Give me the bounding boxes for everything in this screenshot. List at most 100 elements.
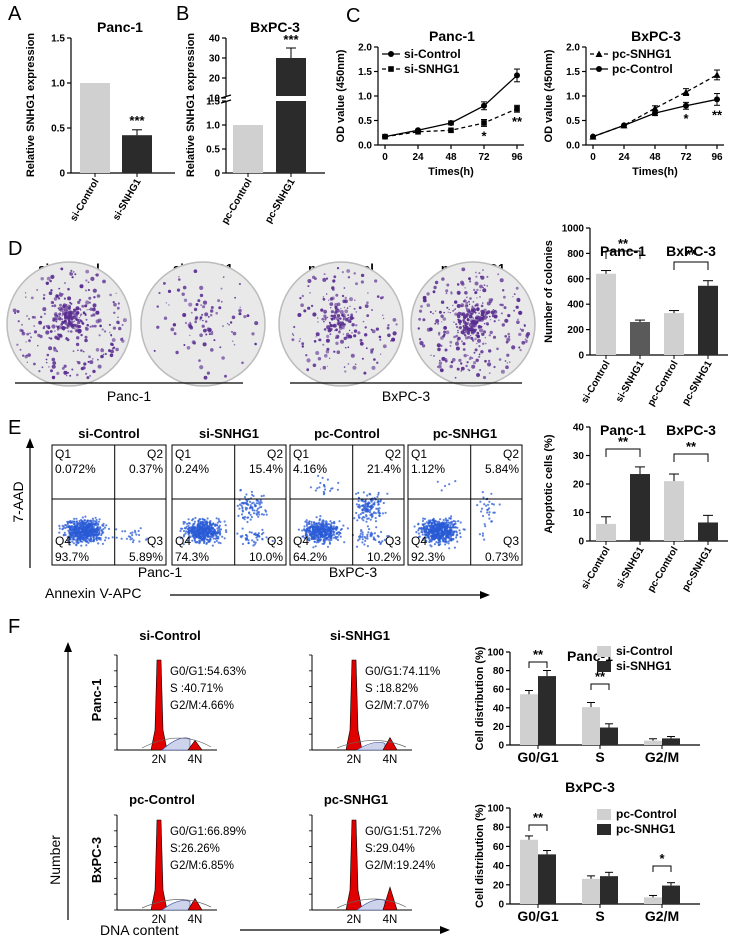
flow-event-dot (209, 520, 212, 523)
flow-event-dot (183, 521, 187, 524)
chart-d-significance-1-label: ** (686, 247, 697, 262)
colony-dot (445, 292, 448, 295)
flow-event-dot (238, 507, 241, 510)
flow-event-dot (138, 540, 141, 543)
colony-dot (193, 269, 198, 274)
flow-event-dot (217, 525, 220, 529)
flow-event-dot (198, 542, 201, 545)
colony-dot (345, 332, 350, 336)
flow-event-dot (303, 525, 306, 528)
colony-dot (88, 308, 90, 311)
flow-event-dot (265, 513, 268, 516)
chart-f2-legend-swatch (597, 824, 611, 835)
colony-dot (38, 370, 41, 373)
flow-event-dot (327, 526, 330, 530)
colony-dot (350, 353, 355, 358)
colony-dot (471, 357, 474, 359)
colony-dot (110, 334, 113, 337)
colony-dot (447, 311, 449, 313)
colony-dot (458, 326, 462, 330)
flow-event-dot (361, 504, 364, 507)
cycle-stat-line: G2/M:19.24% (365, 860, 435, 872)
flow-event-dot (442, 532, 445, 535)
chart-d-y-tick-label: 800 (567, 249, 584, 260)
colony-dot (470, 326, 473, 329)
chart-f2-bar-pc-SNHG1-G0/G1 (538, 854, 556, 904)
chart-c2-point-pc-SNHG1 (682, 88, 690, 96)
flow-event-dot (426, 535, 430, 538)
flow-event-dot (192, 532, 195, 535)
flow-event-dot (362, 519, 365, 522)
panel-label-e: E (8, 417, 21, 439)
flow-event-dot (310, 537, 313, 540)
flow-event-dot (115, 528, 118, 531)
colony-dot (330, 317, 332, 319)
colony-dot (62, 310, 66, 315)
colony-dot (203, 375, 208, 380)
flow-event-dot (245, 537, 249, 540)
flow-event-dot (86, 531, 89, 535)
panel-label-d: D (8, 238, 22, 260)
chart-f2-y-tick-label: 100 (487, 804, 504, 815)
colony-dot (82, 350, 85, 353)
flow-event-dot (430, 532, 433, 535)
colony-dot (476, 288, 479, 292)
chart-c1-point-si-SNHG1 (481, 120, 487, 126)
colony-dot (326, 365, 328, 367)
flow-event-dot (240, 536, 243, 539)
chart-f2-bar-pc-Control-G2/M (644, 897, 662, 904)
colony-dot (346, 307, 349, 309)
flow-event-dot (316, 528, 320, 531)
colony-dot (243, 315, 247, 319)
colony-dot (202, 305, 206, 309)
flow-event-dot (339, 528, 342, 532)
flow-event-dot (479, 500, 482, 503)
colony-dot (77, 361, 81, 365)
colony-dot (206, 327, 211, 332)
flow-event-dot (193, 522, 196, 525)
colony-dot (453, 335, 456, 339)
colony-dot (507, 332, 511, 336)
flow-quadrant-name: Q1 (175, 447, 191, 461)
chart-f1-legend-swatch (597, 646, 611, 657)
flow-event-dot (432, 530, 435, 533)
flow-event-dot (452, 537, 455, 541)
cycle-g0g1-peak (150, 819, 168, 911)
colony-dot (443, 330, 447, 334)
colony-dot (231, 331, 233, 333)
colony-dot (199, 333, 203, 338)
chart-e-x-tick-label: pc-Control (646, 545, 681, 594)
flow-event-dot (437, 520, 440, 523)
flow-event-dot (100, 534, 103, 537)
colony-dot (444, 358, 448, 362)
flow-event-dot (241, 542, 245, 546)
flow-event-dot (330, 525, 333, 528)
colony-dot (486, 310, 491, 314)
colony-dot (438, 361, 443, 365)
flow-event-dot (424, 531, 427, 534)
colony-dot (392, 331, 397, 336)
colony-dot (483, 284, 486, 287)
colony-dot (83, 362, 87, 366)
flow-event-dot (260, 513, 264, 516)
colony-dot (117, 302, 120, 305)
chart-c1-significance: * (481, 128, 487, 143)
flow-event-dot (251, 507, 254, 510)
colony-dot (63, 364, 67, 368)
chart-d-y-tick-label: 1000 (562, 224, 585, 235)
flow-event-dot (92, 536, 95, 539)
flow-event-dot (378, 507, 381, 510)
flow-event-dot (249, 504, 252, 507)
flow-event-dot (316, 539, 320, 542)
colony-dot (33, 325, 36, 327)
colony-dot (63, 297, 66, 300)
colony-dot (306, 358, 311, 363)
colony-dot (89, 325, 92, 328)
flow-plot-pc-Control (289, 444, 405, 566)
colony-dot (30, 296, 34, 300)
flow-event-dot (328, 539, 331, 542)
flow-event-dot (75, 539, 78, 542)
colony-dot (194, 308, 197, 312)
flow-event-dot (329, 520, 332, 523)
colony-dot (33, 330, 38, 334)
